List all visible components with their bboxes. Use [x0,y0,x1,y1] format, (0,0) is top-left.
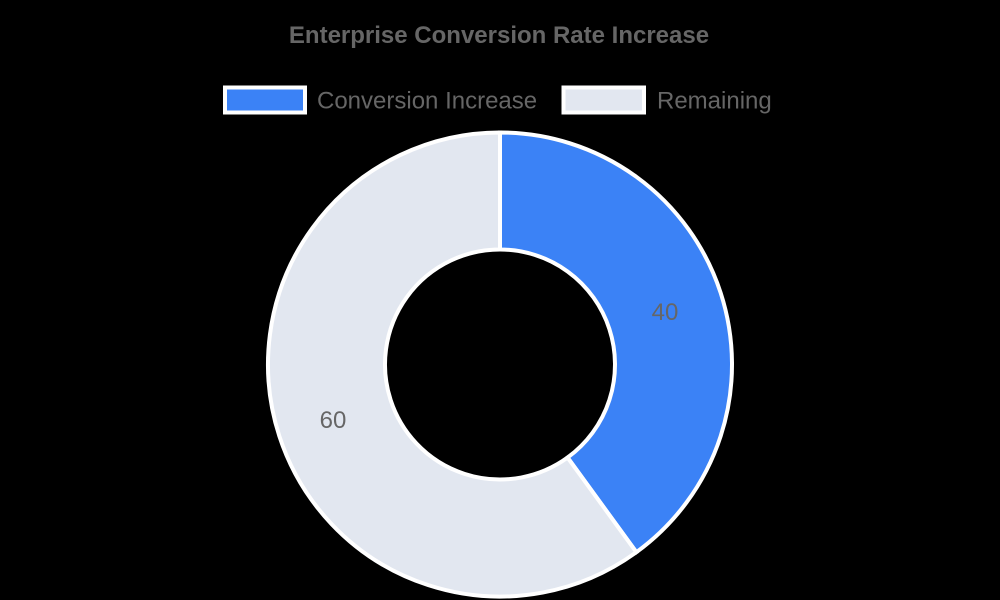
svg-text:40: 40 [652,299,679,326]
svg-text:Remaining: Remaining [657,88,772,115]
svg-text:Conversion Increase: Conversion Increase [317,88,537,115]
svg-text:60: 60 [320,407,347,434]
svg-text:Enterprise Conversion Rate Inc: Enterprise Conversion Rate Increase [289,22,709,49]
